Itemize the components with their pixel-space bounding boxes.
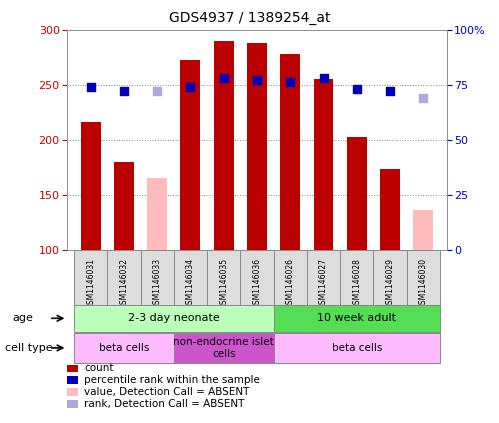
Bar [413,210,433,250]
Text: value, Detection Call = ABSENT: value, Detection Call = ABSENT [84,387,250,397]
Text: GSM1146027: GSM1146027 [319,258,328,309]
Text: beta cells: beta cells [332,343,382,353]
Text: percentile rank within the sample: percentile rank within the sample [84,375,260,385]
Bar [313,79,333,250]
Text: age: age [12,313,33,323]
Text: 2-3 day neonate: 2-3 day neonate [128,313,220,323]
Bar [273,332,440,363]
Bar [147,178,167,250]
Bar [307,250,340,305]
Text: non-endocrine islet
cells: non-endocrine islet cells [173,337,274,359]
Text: GSM1146031: GSM1146031 [86,258,95,309]
Text: GSM1146030: GSM1146030 [419,258,428,309]
Text: GSM1146034: GSM1146034 [186,258,195,309]
Bar [74,250,107,305]
Bar [340,250,373,305]
Bar [74,305,273,332]
Point [386,88,394,95]
Bar [214,41,234,250]
Point [220,74,228,81]
Point [87,83,95,90]
Bar [81,122,101,250]
Text: GSM1146036: GSM1146036 [252,258,261,309]
Text: GSM1146028: GSM1146028 [352,258,361,309]
Point [419,94,427,101]
Text: GSM1146032: GSM1146032 [119,258,128,309]
Bar [174,250,207,305]
Bar [273,250,307,305]
Text: GSM1146033: GSM1146033 [153,258,162,309]
Bar [207,250,241,305]
Text: beta cells: beta cells [99,343,149,353]
Text: GSM1146029: GSM1146029 [386,258,395,309]
Bar [407,250,440,305]
Bar [141,250,174,305]
Point [353,85,361,92]
Text: GSM1146035: GSM1146035 [219,258,228,309]
Text: GDS4937 / 1389254_at: GDS4937 / 1389254_at [169,11,330,25]
Bar [114,162,134,250]
Text: cell type: cell type [5,343,52,353]
Text: count: count [84,363,114,374]
Bar [280,54,300,250]
Point [253,77,261,84]
Bar [273,305,440,332]
Bar [373,250,407,305]
Point [120,88,128,95]
Bar [241,250,273,305]
Bar [247,43,267,250]
Point [187,83,195,90]
Text: 10 week adult: 10 week adult [317,313,396,323]
Bar [347,137,367,250]
Text: rank, Detection Call = ABSENT: rank, Detection Call = ABSENT [84,399,245,409]
Bar [174,332,273,363]
Point [153,88,161,95]
Bar [181,60,201,250]
Bar [74,332,174,363]
Bar [380,169,400,250]
Bar [107,250,141,305]
Text: GSM1146026: GSM1146026 [286,258,295,309]
Point [319,74,327,81]
Point [286,79,294,86]
